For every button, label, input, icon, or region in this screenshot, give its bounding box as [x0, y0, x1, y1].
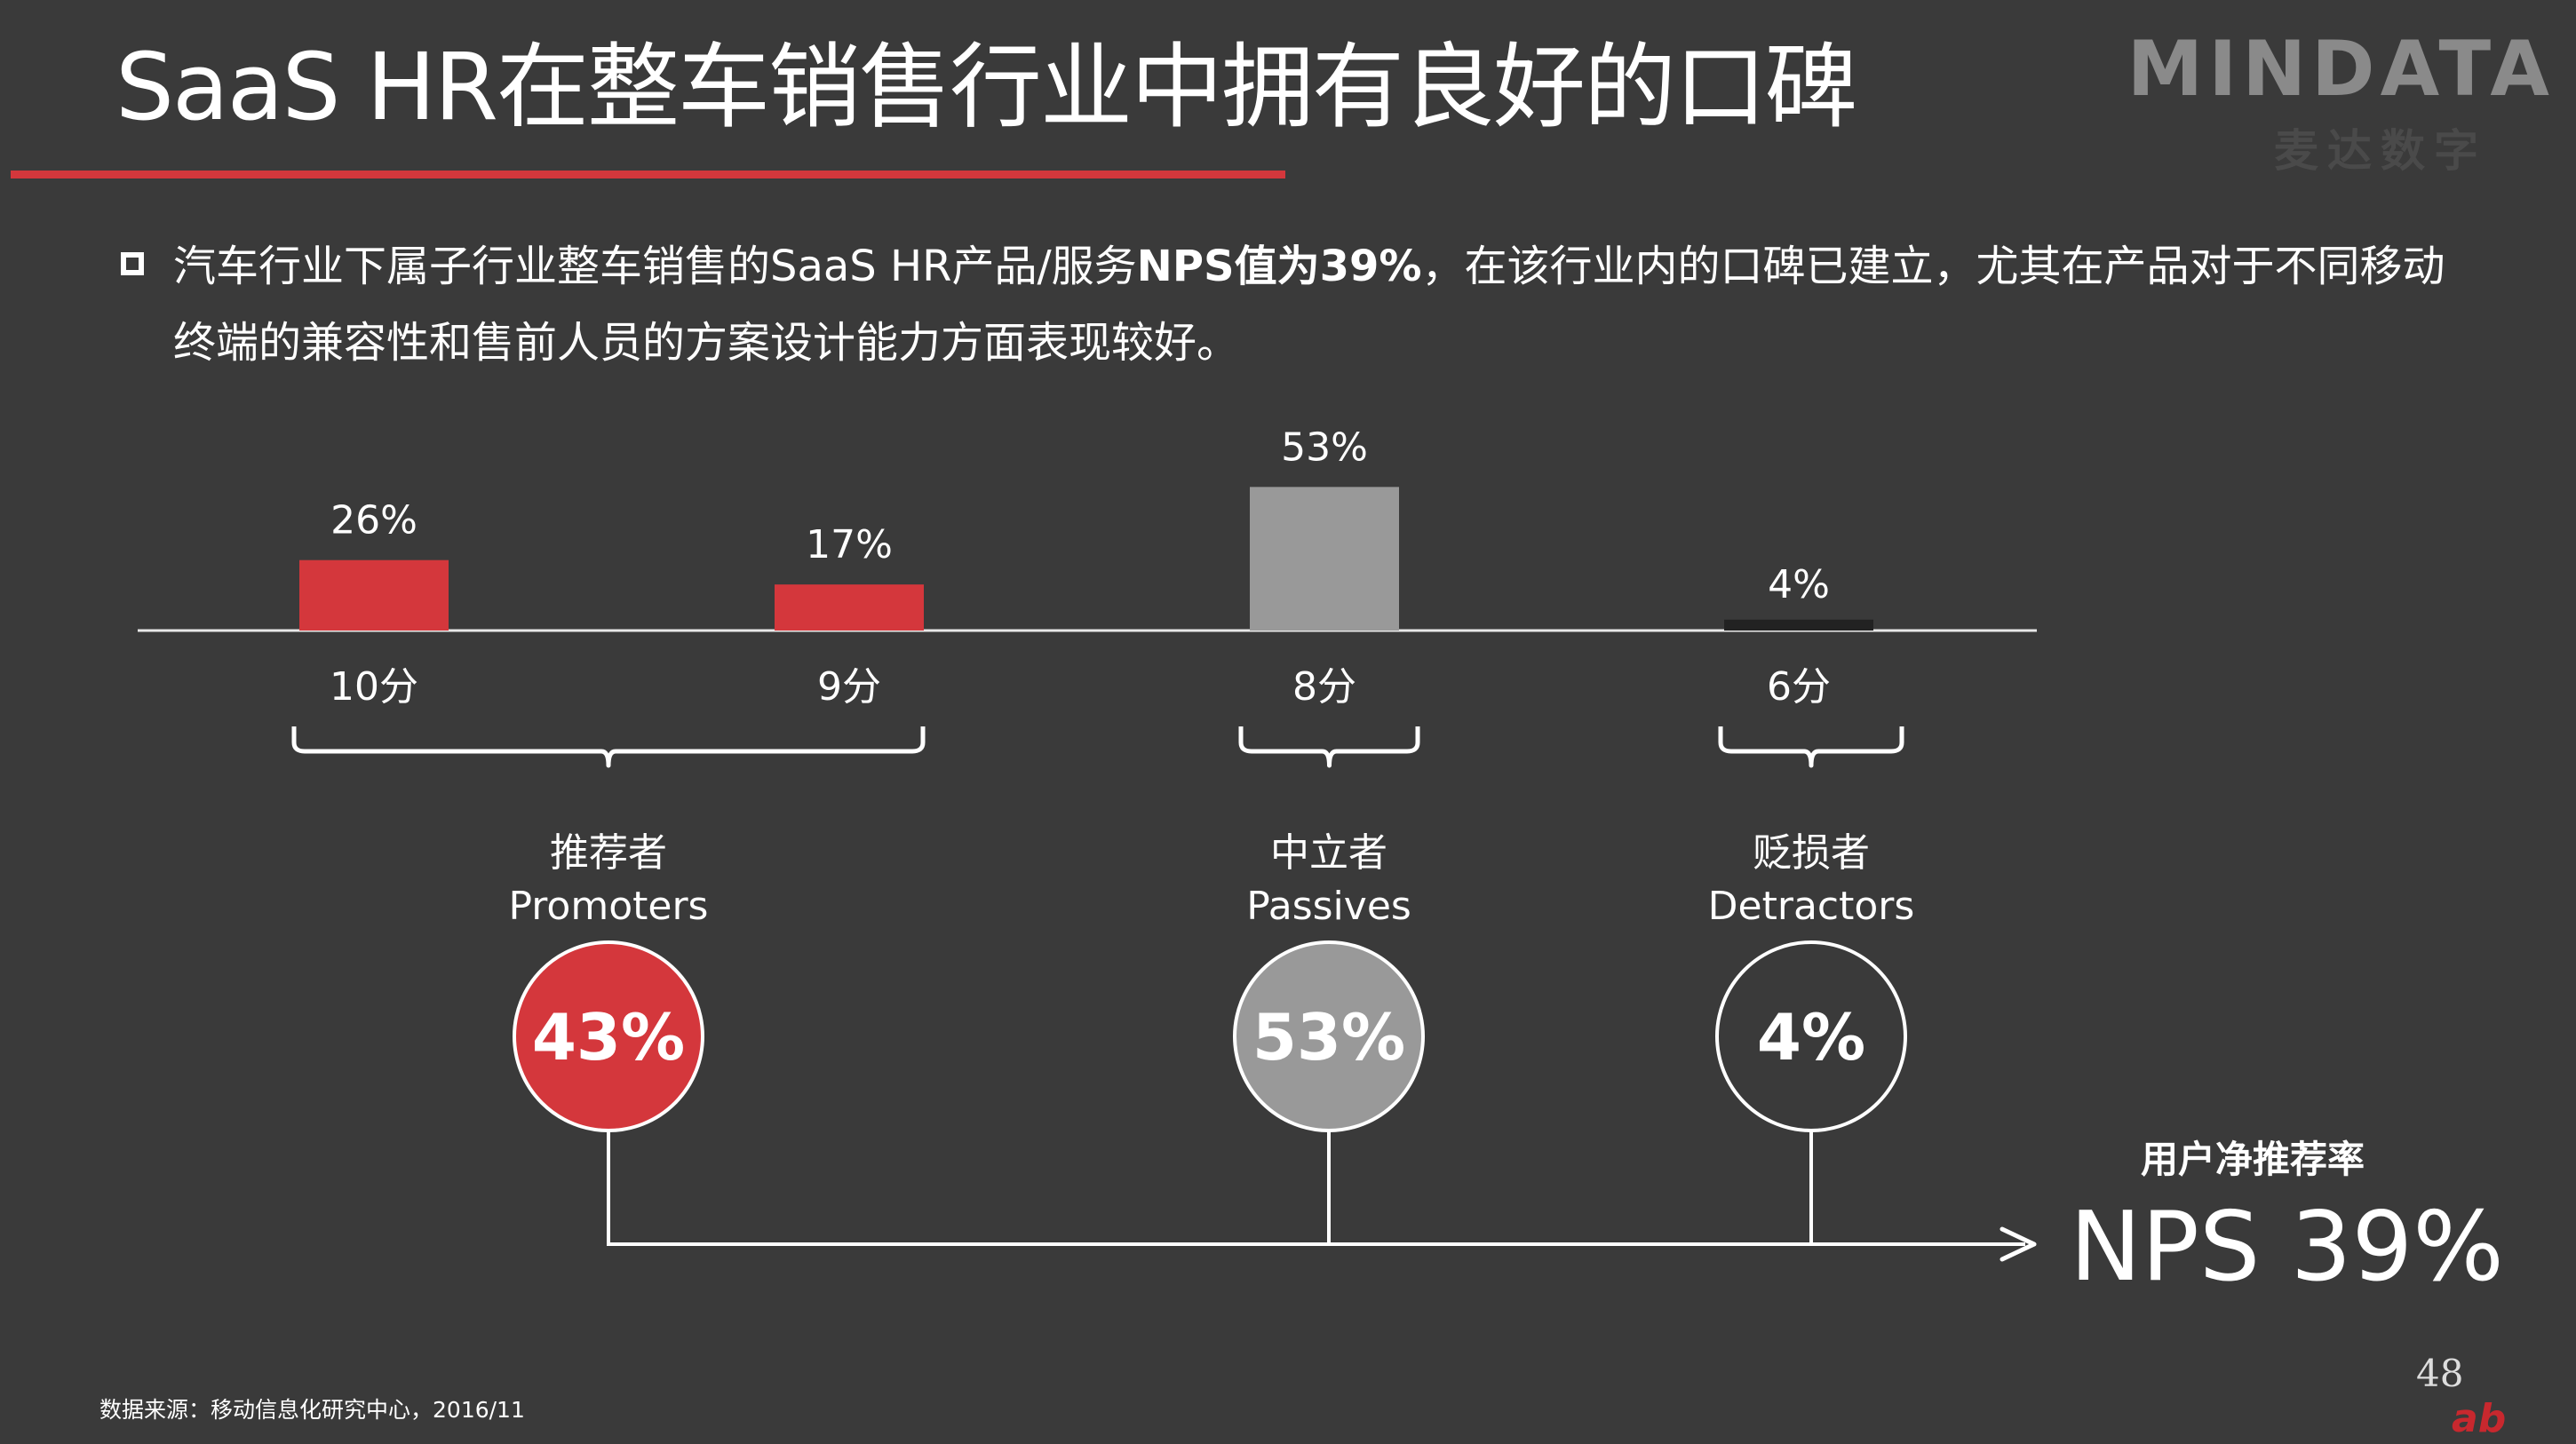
- passives-label-zh: 中立者: [1270, 830, 1387, 876]
- promoters-value: 43%: [532, 1000, 685, 1075]
- summary-line-2: 终端的兼容性和售前人员的方案设计能力方面表现较好。: [173, 318, 1240, 368]
- brand-logo-subtitle: 麦达数字: [2274, 125, 2487, 177]
- category-label-4: 6分: [1767, 664, 1831, 710]
- category-label-1: 10分: [330, 664, 418, 710]
- bar-value-label-1: 26%: [330, 498, 417, 543]
- promoters-label-en: Promoters: [509, 884, 709, 929]
- promoters-label-zh: 推荐者: [550, 830, 667, 876]
- summary-text-post: ，在该行业内的口碑已建立，尤其在产品对于不同移动: [1421, 242, 2445, 291]
- data-source: 数据来源：移动信息化研究中心，2016/11: [99, 1397, 525, 1423]
- bullet-square-icon: [121, 252, 144, 275]
- passives-value: 53%: [1252, 1000, 1405, 1075]
- page-title: SaaS HR在整车销售行业中拥有良好的口碑: [115, 33, 1857, 141]
- summary-line-1: 汽车行业下属子行业整车销售的SaaS HR产品/服务NPS值为39%，在该行业内…: [173, 240, 2445, 293]
- nps-value: NPS 39%: [2070, 1192, 2504, 1303]
- bar-value-label-2: 17%: [806, 522, 893, 567]
- page-number: 48: [2416, 1352, 2464, 1395]
- promoters-brace: [291, 726, 926, 768]
- detractors-value: 4%: [1757, 1000, 1865, 1075]
- nps-arrow-head-icon: [2000, 1226, 2037, 1262]
- summary-text-pre: 汽车行业下属子行业整车销售的SaaS HR产品/服务: [173, 242, 1137, 291]
- bar-value-label-4: 4%: [1768, 562, 1830, 607]
- corner-logo-icon: ab: [2452, 1396, 2507, 1441]
- detractors-label-zh: 贬损者: [1753, 830, 1870, 876]
- bar-2: [775, 584, 924, 631]
- bar-3: [1250, 487, 1399, 631]
- bar-value-label-3: 53%: [1281, 424, 1368, 470]
- passives-brace: [1238, 726, 1420, 768]
- detractors-brace: [1718, 726, 1904, 768]
- bar-1: [299, 559, 449, 631]
- summary-text-highlight: NPS值为39%: [1136, 242, 1422, 291]
- detractors-label-en: Detractors: [1708, 884, 1915, 929]
- nps-caption: 用户净推荐率: [2141, 1138, 2365, 1181]
- passives-label-en: Passives: [1246, 884, 1411, 929]
- category-label-2: 9分: [817, 664, 881, 710]
- category-label-3: 8分: [1292, 664, 1356, 710]
- bar-4: [1724, 619, 1873, 631]
- brand-logo: MINDATA: [2127, 25, 2555, 114]
- title-underline: [11, 171, 1285, 179]
